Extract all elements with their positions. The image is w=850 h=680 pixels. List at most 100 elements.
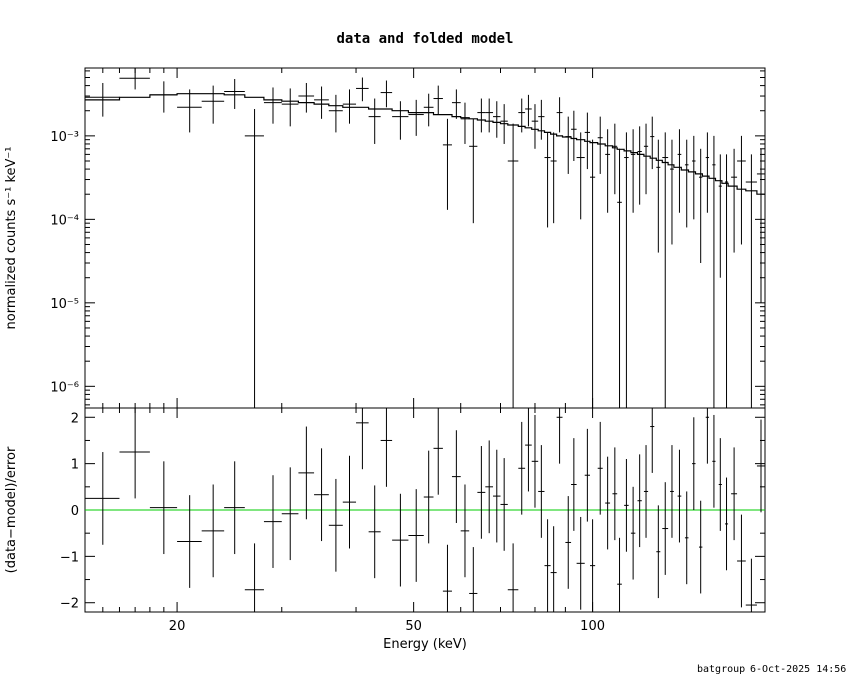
residual-point — [469, 547, 478, 612]
data-point — [500, 104, 508, 144]
data-point — [584, 112, 590, 170]
data-point — [556, 97, 563, 133]
residual-point — [500, 458, 508, 551]
residual-point — [677, 449, 682, 543]
data-point — [149, 81, 178, 113]
residual-point — [544, 519, 551, 612]
spectrum-y-label: normalized counts s⁻¹ keV⁻¹ — [4, 147, 19, 330]
energy-x-axis: 20 50 100 — [102, 68, 605, 634]
data-point — [368, 98, 381, 144]
data-point — [469, 118, 478, 224]
data-point — [451, 89, 461, 119]
data-point — [692, 135, 696, 220]
residual-point — [637, 454, 642, 548]
residual-point — [507, 543, 519, 612]
residual-point — [493, 449, 501, 543]
y-tick-label: −2 — [60, 597, 79, 612]
data-point — [565, 116, 572, 174]
residual-point — [605, 456, 611, 550]
y-tick-label: 10⁻⁵ — [50, 297, 79, 312]
data-point — [756, 148, 765, 303]
residual-point — [737, 514, 746, 608]
data-point — [724, 154, 729, 408]
residual-point — [525, 408, 532, 492]
residual-point — [692, 417, 696, 510]
residual-point — [556, 408, 563, 464]
data-point — [356, 77, 369, 102]
data-point — [485, 98, 494, 133]
data-point — [119, 68, 150, 90]
y-tick-label: −1 — [60, 550, 79, 565]
data-point — [662, 132, 669, 408]
residual-point — [612, 447, 618, 541]
x-tick-label: 50 — [405, 619, 422, 634]
residual-point — [712, 414, 716, 508]
residual-point — [531, 414, 539, 508]
data-point — [612, 123, 618, 195]
residual-point — [731, 447, 738, 541]
residual-point — [670, 445, 674, 538]
residual-point — [624, 459, 629, 552]
data-point — [442, 118, 452, 210]
model-step-line — [85, 93, 765, 195]
residual-point — [662, 482, 669, 575]
residual-point — [423, 450, 434, 544]
data-point — [342, 89, 357, 124]
residual-point — [201, 484, 225, 578]
data-point — [597, 116, 603, 174]
data-point — [656, 139, 661, 253]
residual-point — [477, 446, 486, 539]
data-point — [745, 154, 757, 408]
data-point — [298, 82, 315, 113]
x-axis-label: Energy (keV) — [383, 637, 467, 652]
residual-point — [85, 452, 120, 545]
data-point — [531, 104, 539, 149]
residual-point — [597, 421, 603, 515]
data-point — [624, 132, 629, 408]
data-point — [244, 108, 264, 408]
data-point — [263, 87, 282, 124]
model-curve — [85, 93, 765, 195]
residual-point — [650, 408, 655, 473]
data-point — [684, 139, 689, 228]
data-point — [617, 148, 622, 408]
residual-point — [244, 543, 264, 612]
footer-user: batgroup — [697, 664, 745, 675]
data-point — [637, 126, 642, 205]
residual-point — [149, 461, 178, 555]
residual-y-axis: −2 −1 0 1 2 — [60, 411, 765, 612]
residual-point — [177, 495, 202, 588]
data-point — [281, 88, 299, 127]
residual-point — [718, 438, 722, 531]
data-point — [538, 99, 545, 140]
residual-point — [442, 544, 452, 612]
data-point — [507, 123, 519, 408]
y-tick-label: 2 — [71, 411, 79, 426]
chart-title: data and folded model — [336, 31, 513, 47]
data-point — [650, 116, 655, 170]
y-tick-label: 1 — [71, 458, 79, 473]
data-point — [177, 89, 202, 133]
data-point — [698, 148, 703, 264]
data-point — [589, 139, 596, 408]
data-point — [525, 94, 532, 127]
residual-point — [392, 493, 409, 587]
residual-point — [684, 491, 689, 585]
residual-point — [328, 478, 343, 572]
residual-point — [451, 430, 461, 523]
data-point — [201, 85, 225, 124]
data-point — [544, 132, 551, 228]
data-point — [380, 80, 393, 108]
data-point — [712, 135, 716, 408]
residual-point — [756, 419, 765, 513]
data-point — [670, 139, 674, 245]
residual-point — [408, 489, 424, 582]
data-point — [518, 98, 526, 133]
residual-point — [724, 477, 729, 571]
residual-point — [119, 408, 150, 499]
residual-point — [565, 496, 572, 589]
residual-point — [356, 408, 369, 470]
residual-point — [368, 485, 381, 579]
residual-y-label: (data−model)/error — [4, 446, 19, 573]
